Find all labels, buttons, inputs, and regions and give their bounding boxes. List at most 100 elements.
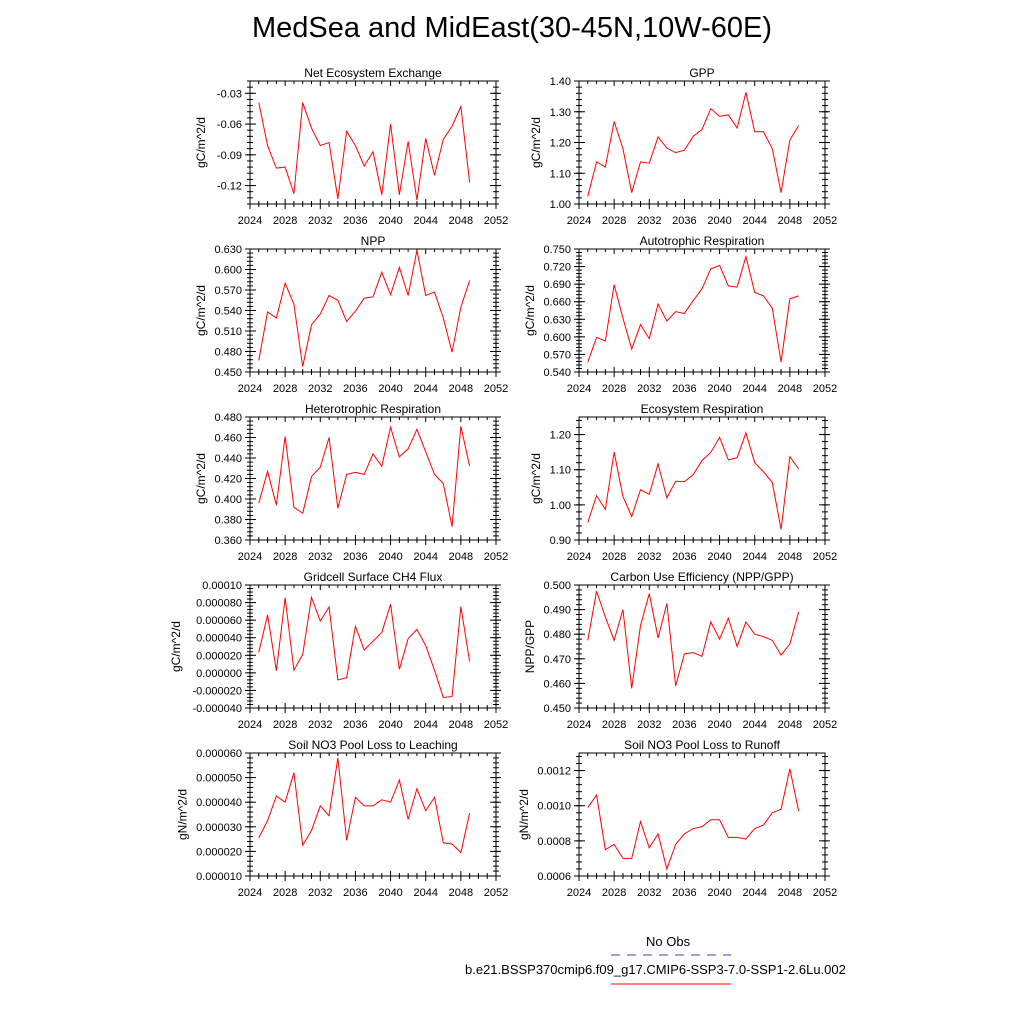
chart-soil-no3-pool-loss-to-runoff-xtick-label: 2032 <box>637 887 661 899</box>
chart-autotrophic-respiration-title: Autotrophic Respiration <box>640 234 765 248</box>
chart-ecosystem-respiration-xtick-label: 2028 <box>602 551 626 563</box>
chart-heterotrophic-respiration-ytick-label: 0.440 <box>214 453 242 465</box>
chart-carbon-use-efficiency-npp-gpp-ytick-label: 0.460 <box>543 678 571 690</box>
chart-gridcell-surface-ch4-flux-ytick-label: 0.000060 <box>196 615 242 627</box>
chart-soil-no3-pool-loss-to-runoff-ytick-label: 0.0012 <box>537 766 571 778</box>
chart-autotrophic-respiration-ytick-label: 0.690 <box>543 279 571 291</box>
figure-title: MedSea and MidEast(30-45N,10W-60E) <box>251 12 773 44</box>
chart-gpp-xtick-label: 2032 <box>637 215 661 227</box>
chart-gridcell-surface-ch4-flux-ytick-label: 0.000020 <box>196 650 242 662</box>
chart-carbon-use-efficiency-npp-gpp-xtick-label: 2040 <box>707 719 731 731</box>
chart-soil-no3-pool-loss-to-runoff-xtick-label: 2052 <box>813 887 837 899</box>
chart-ecosystem-respiration-ytick-label: 1.00 <box>550 500 571 512</box>
chart-ecosystem-respiration-ylabel: gC/m^2/d <box>529 453 543 504</box>
chart-gridcell-surface-ch4-flux-xtick-label: 2024 <box>238 719 262 731</box>
chart-ecosystem-respiration-ytick-label: 1.10 <box>550 465 571 477</box>
chart-soil-no3-pool-loss-to-runoff-ylabel: gN/m^2/d <box>517 789 531 840</box>
chart-gpp-series-line <box>587 92 800 197</box>
legend-label-model-run: b.e21.BSSP370cmip6.f09_g17.CMIP6-SSP3-7.… <box>465 962 846 977</box>
chart-ecosystem-respiration-ytick-label: 0.90 <box>550 535 571 547</box>
chart-soil-no3-pool-loss-to-runoff-xtick-label: 2044 <box>742 887 766 899</box>
chart-gridcell-surface-ch4-flux-frame <box>249 584 497 709</box>
chart-heterotrophic-respiration-ytick-label: 0.400 <box>214 494 242 506</box>
chart-gpp-ytick-label: 1.10 <box>550 168 571 180</box>
chart-npp-ytick-label: 0.540 <box>214 306 242 318</box>
chart-npp-frame <box>249 248 497 373</box>
chart-ecosystem-respiration-frame <box>578 416 826 541</box>
chart-carbon-use-efficiency-npp-gpp-ytick-label: 0.490 <box>543 605 571 617</box>
chart-npp-ytick-label: 0.570 <box>214 285 242 297</box>
chart-heterotrophic-respiration-xtick-label: 2032 <box>308 551 332 563</box>
chart-npp-title: NPP <box>361 234 386 248</box>
chart-net-ecosystem-exchange-ytick-label: -0.12 <box>217 181 242 193</box>
chart-autotrophic-respiration-ytick-label: 0.750 <box>543 244 571 256</box>
chart-gpp-frame <box>578 80 826 205</box>
chart-autotrophic-respiration-ytick-label: 0.630 <box>543 314 571 326</box>
chart-carbon-use-efficiency-npp-gpp-xtick-label: 2044 <box>742 719 766 731</box>
chart-soil-no3-pool-loss-to-leaching-series-line <box>258 757 471 854</box>
chart-autotrophic-respiration-ytick-label: 0.570 <box>543 349 571 361</box>
chart-gridcell-surface-ch4-flux-series-line <box>258 595 471 698</box>
chart-gridcell-surface-ch4-flux-xtick-label: 2048 <box>449 719 473 731</box>
chart-soil-no3-pool-loss-to-leaching-ytick-label: 0.000030 <box>196 822 242 834</box>
chart-soil-no3-pool-loss-to-runoff-title: Soil NO3 Pool Loss to Runoff <box>624 738 781 752</box>
chart-gridcell-surface-ch4-flux-ytick-label: 0.00010 <box>202 580 242 592</box>
chart-net-ecosystem-exchange-xtick-label: 2028 <box>273 215 297 227</box>
chart-soil-no3-pool-loss-to-runoff-ytick-label: 0.0008 <box>537 836 571 848</box>
chart-ecosystem-respiration-xtick-label: 2024 <box>567 551 591 563</box>
chart-autotrophic-respiration-ytick-label: 0.540 <box>543 367 571 379</box>
chart-carbon-use-efficiency-npp-gpp-xtick-label: 2032 <box>637 719 661 731</box>
chart-gpp-ylabel: gC/m^2/d <box>529 117 543 168</box>
chart-gridcell-surface-ch4-flux-xtick-label: 2036 <box>343 719 367 731</box>
chart-soil-no3-pool-loss-to-leaching-xtick-label: 2040 <box>378 887 402 899</box>
chart-ecosystem-respiration-xtick-label: 2052 <box>813 551 837 563</box>
chart-net-ecosystem-exchange-xtick-label: 2040 <box>378 215 402 227</box>
chart-autotrophic-respiration-xtick-label: 2044 <box>742 383 766 395</box>
chart-npp-xtick-label: 2036 <box>343 383 367 395</box>
chart-carbon-use-efficiency-npp-gpp-ytick-label: 0.470 <box>543 654 571 666</box>
chart-heterotrophic-respiration-xtick-label: 2036 <box>343 551 367 563</box>
chart-net-ecosystem-exchange-frame <box>249 80 497 205</box>
chart-heterotrophic-respiration-ytick-label: 0.380 <box>214 515 242 527</box>
chart-carbon-use-efficiency-npp-gpp-ytick-label: 0.450 <box>543 703 571 715</box>
chart-soil-no3-pool-loss-to-runoff-frame <box>578 752 826 877</box>
chart-autotrophic-respiration-ytick-label: 0.720 <box>543 262 571 274</box>
chart-carbon-use-efficiency-npp-gpp-series-line <box>587 590 800 689</box>
chart-gpp-title: GPP <box>689 66 714 80</box>
chart-npp-ytick-label: 0.630 <box>214 244 242 256</box>
chart-carbon-use-efficiency-npp-gpp-xtick-label: 2024 <box>567 719 591 731</box>
chart-soil-no3-pool-loss-to-runoff-xtick-label: 2048 <box>778 887 802 899</box>
chart-soil-no3-pool-loss-to-leaching-xtick-label: 2048 <box>449 887 473 899</box>
chart-gridcell-surface-ch4-flux-xtick-label: 2028 <box>273 719 297 731</box>
chart-heterotrophic-respiration-ylabel: gC/m^2/d <box>194 453 208 504</box>
chart-autotrophic-respiration-xtick-label: 2028 <box>602 383 626 395</box>
chart-gpp-xtick-label: 2044 <box>742 215 766 227</box>
chart-carbon-use-efficiency-npp-gpp-title: Carbon Use Efficiency (NPP/GPP) <box>610 570 793 584</box>
chart-soil-no3-pool-loss-to-runoff-xtick-label: 2028 <box>602 887 626 899</box>
chart-net-ecosystem-exchange-ytick-label: -0.03 <box>217 88 242 100</box>
chart-gpp-ytick-label: 1.30 <box>550 107 571 119</box>
chart-heterotrophic-respiration-frame <box>249 416 497 541</box>
chart-gpp-ytick-label: 1.40 <box>550 76 571 88</box>
chart-soil-no3-pool-loss-to-leaching-xtick-label: 2024 <box>238 887 262 899</box>
chart-gpp-ytick-label: 1.20 <box>550 138 571 150</box>
chart-ecosystem-respiration-xtick-label: 2036 <box>672 551 696 563</box>
chart-heterotrophic-respiration-ytick-label: 0.420 <box>214 474 242 486</box>
chart-soil-no3-pool-loss-to-leaching-xtick-label: 2044 <box>413 887 437 899</box>
chart-ecosystem-respiration-xtick-label: 2032 <box>637 551 661 563</box>
chart-gpp-xtick-label: 2052 <box>813 215 837 227</box>
chart-gridcell-surface-ch4-flux-ylabel: gC/m^2/d <box>169 621 183 672</box>
chart-carbon-use-efficiency-npp-gpp-xtick-label: 2048 <box>778 719 802 731</box>
chart-autotrophic-respiration-series-line <box>587 254 799 363</box>
chart-npp-xtick-label: 2044 <box>413 383 437 395</box>
chart-npp-xtick-label: 2040 <box>378 383 402 395</box>
chart-ecosystem-respiration-series-line <box>587 431 800 530</box>
chart-soil-no3-pool-loss-to-leaching-ytick-label: 0.000050 <box>196 773 242 785</box>
legend-label-no-obs: No Obs <box>646 934 691 949</box>
chart-heterotrophic-respiration-ytick-label: 0.480 <box>214 412 242 424</box>
chart-soil-no3-pool-loss-to-leaching-frame <box>249 752 497 877</box>
chart-carbon-use-efficiency-npp-gpp-xtick-label: 2052 <box>813 719 837 731</box>
chart-autotrophic-respiration-xtick-label: 2048 <box>778 383 802 395</box>
chart-soil-no3-pool-loss-to-leaching-ytick-label: 0.000060 <box>196 748 242 760</box>
